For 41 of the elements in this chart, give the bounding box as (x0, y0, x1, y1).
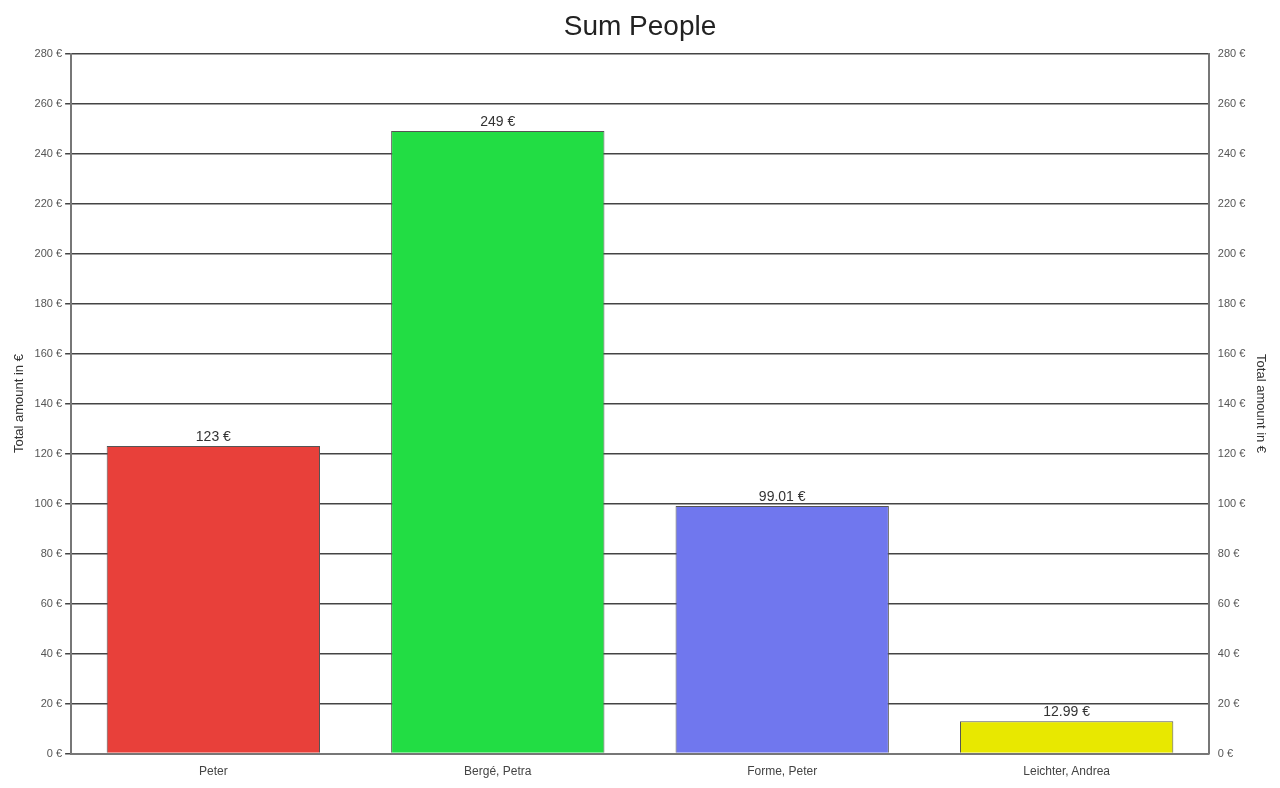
y2-tick-label: 80 € (1217, 546, 1240, 559)
chart-title: Sum People (563, 9, 717, 41)
y2-tick-label: 220 € (1217, 196, 1246, 209)
y-tick-label: 40 € (40, 646, 63, 659)
y-tick-label: 180 € (34, 296, 63, 309)
y-tick-label: 200 € (34, 246, 63, 259)
y-tick-label: 20 € (40, 696, 63, 709)
y2-tick-label: 100 € (1217, 496, 1246, 509)
y-tick-label: 260 € (34, 96, 63, 109)
y-tick-label: 0 € (46, 746, 63, 759)
y2-tick-label: 260 € (1217, 96, 1246, 109)
y-tick-label: 60 € (40, 596, 63, 609)
y2-tick-label: 120 € (1217, 446, 1246, 459)
y-tick-label: 160 € (34, 346, 63, 359)
x-tick-label: Forme, Peter (747, 764, 818, 779)
x-tick-label: Peter (199, 764, 228, 779)
y2-tick-label: 180 € (1217, 296, 1246, 309)
y-axis-title: Total amount in € (11, 353, 27, 454)
y-tick-label: 220 € (34, 196, 63, 209)
y2-tick-label: 140 € (1217, 396, 1246, 409)
y2-tick-label: 20 € (1217, 696, 1240, 709)
y-tick-label: 120 € (34, 446, 63, 459)
y2-tick-label: 280 € (1217, 46, 1246, 59)
y-tick-label: 80 € (40, 546, 63, 559)
data-label: 123 € (195, 427, 232, 444)
y2-tick-label: 40 € (1217, 646, 1240, 659)
y2-tick-label: 240 € (1217, 146, 1246, 159)
data-label: 12.99 € (1043, 702, 1091, 719)
y-tick-label: 100 € (34, 496, 63, 509)
y2-axis-title: Total amount in € (1253, 354, 1269, 454)
x-tick-label: Leichter, Andrea (1023, 764, 1111, 779)
y-tick-label: 140 € (34, 396, 63, 409)
y2-tick-label: 0 € (1217, 746, 1234, 759)
data-label: 99.01 € (758, 487, 806, 504)
y2-tick-label: 60 € (1217, 596, 1240, 609)
y2-tick-label: 200 € (1217, 246, 1246, 259)
x-tick-label: Bergé, Petra (464, 764, 532, 779)
data-label: 249 € (480, 112, 516, 129)
y2-tick-label: 160 € (1217, 346, 1246, 359)
y-tick-label: 280 € (34, 46, 63, 59)
y-tick-label: 240 € (34, 146, 63, 159)
